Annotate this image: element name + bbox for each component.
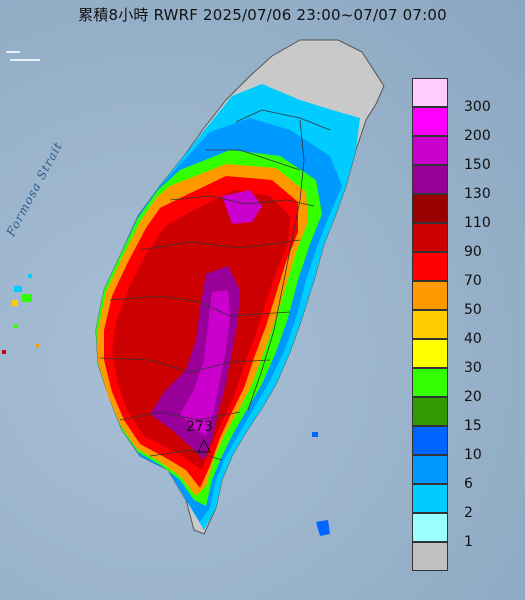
legend-swatch <box>412 455 448 484</box>
legend-label: 2 <box>464 505 473 521</box>
legend-swatch <box>412 513 448 542</box>
legend-swatch <box>412 223 448 252</box>
county-boundaries <box>99 109 331 461</box>
legend-swatch <box>412 310 448 339</box>
legend-label: 300 <box>464 99 491 115</box>
legend-label: 110 <box>464 215 491 231</box>
legend-swatch <box>412 165 448 194</box>
legend-swatch <box>412 252 448 281</box>
legend-swatch <box>412 107 448 136</box>
legend-label: 50 <box>464 302 482 318</box>
legend-label: 30 <box>464 360 482 376</box>
rain-band-150 <box>180 290 230 436</box>
legend-swatch <box>412 368 448 397</box>
north-coast-markers <box>6 51 40 61</box>
legend-swatch <box>412 397 448 426</box>
legend-swatch <box>412 426 448 455</box>
legend-swatch <box>412 339 448 368</box>
legend-label: 150 <box>464 157 491 173</box>
peak-marker-icon <box>197 438 211 453</box>
legend-label: 6 <box>464 476 473 492</box>
rain-band-upper-purple <box>222 190 262 224</box>
legend-swatch <box>412 542 448 571</box>
legend-swatch <box>412 484 448 513</box>
legend-label: 15 <box>464 418 482 434</box>
legend-swatch <box>412 281 448 310</box>
peak-value: 273 <box>186 419 213 435</box>
legend-label: 200 <box>464 128 491 144</box>
legend-label: 40 <box>464 331 482 347</box>
legend-swatch <box>412 136 448 165</box>
legend-label: 70 <box>464 273 482 289</box>
map-title: 累積8小時 RWRF 2025/07/06 23:00~07/07 07:00 <box>78 6 447 24</box>
green-island <box>312 432 330 536</box>
legend-label: 90 <box>464 244 482 260</box>
legend-swatch <box>412 78 448 107</box>
penghu-islands <box>2 274 39 354</box>
legend-swatch <box>412 194 448 223</box>
legend-label: 10 <box>464 447 482 463</box>
legend-label: 20 <box>464 389 482 405</box>
legend-label: 130 <box>464 186 491 202</box>
legend-label: 1 <box>464 534 473 550</box>
